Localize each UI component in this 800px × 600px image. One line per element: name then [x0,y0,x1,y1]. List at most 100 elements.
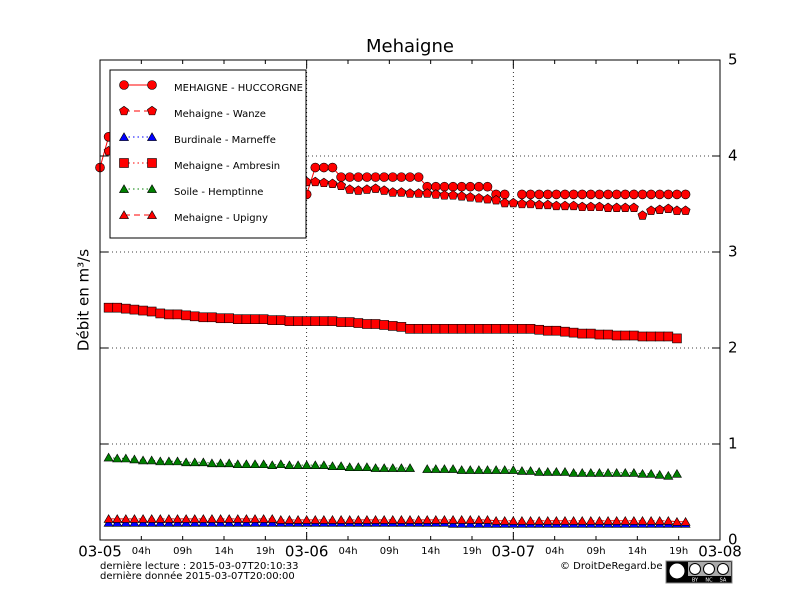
data-point [551,467,562,476]
data-point [120,453,131,463]
data-point [361,515,372,524]
x-minor-tick-label: 14h [421,546,440,557]
data-point [215,458,226,468]
data-point [387,321,398,331]
data-point [379,320,389,330]
badge-label: SA [720,578,727,584]
data-point [594,189,605,200]
legend-label: Mehaigne - Ambresin [174,161,280,172]
data-point [525,466,536,475]
data-point [121,303,131,314]
data-point [387,172,398,182]
data-point [577,468,588,477]
data-point [516,516,527,525]
data-point [499,516,510,525]
data-point [284,515,295,524]
legend-marker [147,80,157,90]
data-point [103,302,114,313]
data-point [207,312,217,323]
data-point [439,181,450,192]
data-point [542,325,553,336]
data-point [568,327,579,338]
nc-icon [703,563,715,575]
data-point [241,459,252,469]
data-point [517,323,527,334]
data-point [611,468,622,477]
data-point [680,516,691,526]
data-point [491,465,502,474]
data-point [542,189,553,200]
data-point [275,459,286,469]
x-minor-tick-label: 09h [173,546,192,557]
data-point [387,515,398,524]
data-point [275,515,286,524]
data-point [215,514,226,523]
data-point [310,162,321,173]
data-point [646,515,657,525]
data-point [525,198,536,209]
x-minor-tick-label: 09h [586,546,605,557]
data-point [404,463,416,472]
data-point [594,516,605,525]
legend-marker [119,105,129,116]
data-point [465,192,476,202]
data-point [146,514,157,523]
data-point [611,189,622,200]
data-point [465,181,476,192]
data-point [491,194,502,205]
data-point [370,319,381,329]
data-point [646,205,657,215]
x-minor-tick-label: 14h [214,546,233,557]
data-point [542,516,553,525]
data-point [301,316,312,326]
data-point [198,514,209,523]
data-point [155,514,166,523]
data-point [155,308,166,319]
data-point [250,314,260,325]
data-point [663,331,674,342]
data-point [181,457,192,467]
data-point [336,461,347,470]
x-minor-tick-label: 19h [462,546,481,557]
data-point [293,460,304,470]
data-point [422,515,433,524]
data-point [362,172,372,182]
data-point [336,180,347,190]
data-point [344,172,355,182]
data-point [267,514,278,523]
data-point [413,188,424,198]
data-point [370,183,381,193]
data-point [551,515,562,525]
data-point [456,515,467,524]
data-point [181,310,191,321]
data-point [198,312,209,323]
data-point [431,323,441,334]
legend-marker [147,158,157,168]
badge-label: BY [692,578,699,584]
data-point [224,514,235,523]
data-point [629,330,639,341]
data-point [284,316,295,326]
data-point [491,515,502,525]
data-point [241,514,252,523]
data-point [310,176,321,187]
data-point [353,318,364,328]
data-point [301,515,312,524]
data-point [163,514,174,523]
data-point [293,515,304,524]
data-point [646,189,656,200]
data-point [611,202,622,213]
data-point [474,181,484,192]
data-point [293,316,303,326]
data-point [448,464,459,473]
data-point [551,189,562,200]
data-point [456,181,467,192]
data-point [473,465,484,474]
data-point [516,466,527,475]
legend-marker [119,158,129,168]
data-point [198,457,209,467]
data-point [310,460,321,470]
data-point [430,189,441,199]
data-point [318,515,329,524]
data-point [680,205,691,215]
